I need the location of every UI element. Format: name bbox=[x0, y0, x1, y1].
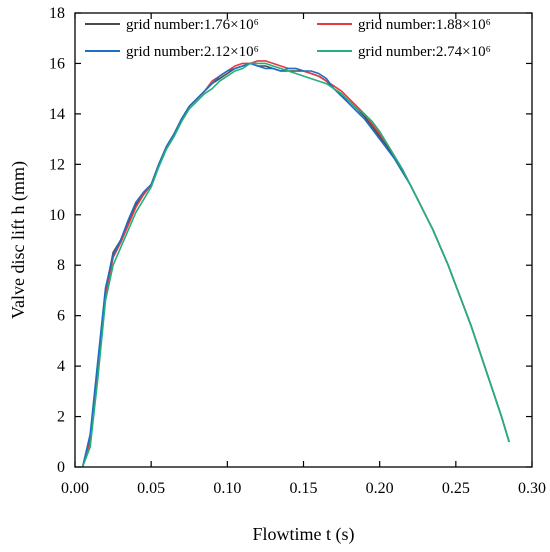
legend: grid number:1.76×10⁶ grid number:1.88×10⁶… bbox=[85, 17, 491, 60]
y-tick-label: 12 bbox=[49, 156, 65, 173]
legend-label-4: grid number:2.74×10⁶ bbox=[358, 44, 491, 60]
x-tick-label: 0.05 bbox=[137, 480, 165, 497]
series-layer bbox=[81, 60, 510, 468]
plot-frame bbox=[74, 12, 533, 468]
y-tick-label: 10 bbox=[49, 207, 65, 224]
legend-label-3: grid number:2.12×10⁶ bbox=[126, 44, 259, 60]
series-line-4 bbox=[81, 62, 510, 468]
x-tick-label: 0.30 bbox=[518, 480, 546, 497]
y-axis-title: Valve disc lift h (mm) bbox=[8, 161, 29, 319]
x-tick-label: 0.20 bbox=[366, 480, 394, 497]
y-tick-label: 0 bbox=[57, 459, 65, 476]
legend-label-2: grid number:1.88×10⁶ bbox=[358, 17, 491, 33]
x-axis-title: Flowtime t (s) bbox=[253, 524, 355, 545]
axis-ticks: 0.00 0.05 0.10 0.15 0.20 0.25 0.30 0 2 4 6 8 10 12 14 1… bbox=[49, 5, 546, 497]
series-line-1 bbox=[81, 62, 510, 468]
x-tick-label: 0.25 bbox=[442, 480, 470, 497]
series-line-2 bbox=[81, 60, 510, 468]
y-tick-label: 4 bbox=[57, 358, 65, 375]
y-tick-label: 2 bbox=[57, 409, 65, 426]
x-tick-label: 0.00 bbox=[61, 480, 89, 497]
y-tick-label: 18 bbox=[49, 5, 65, 22]
y-tick-label: 14 bbox=[49, 106, 65, 123]
x-tick-label: 0.10 bbox=[213, 480, 241, 497]
y-tick-label: 16 bbox=[49, 55, 65, 72]
series-line-3 bbox=[81, 62, 510, 468]
legend-label-1: grid number:1.76×10⁶ bbox=[126, 17, 259, 33]
y-tick-label: 8 bbox=[57, 257, 65, 274]
x-tick-label: 0.15 bbox=[290, 480, 318, 497]
y-tick-label: 6 bbox=[57, 308, 65, 325]
